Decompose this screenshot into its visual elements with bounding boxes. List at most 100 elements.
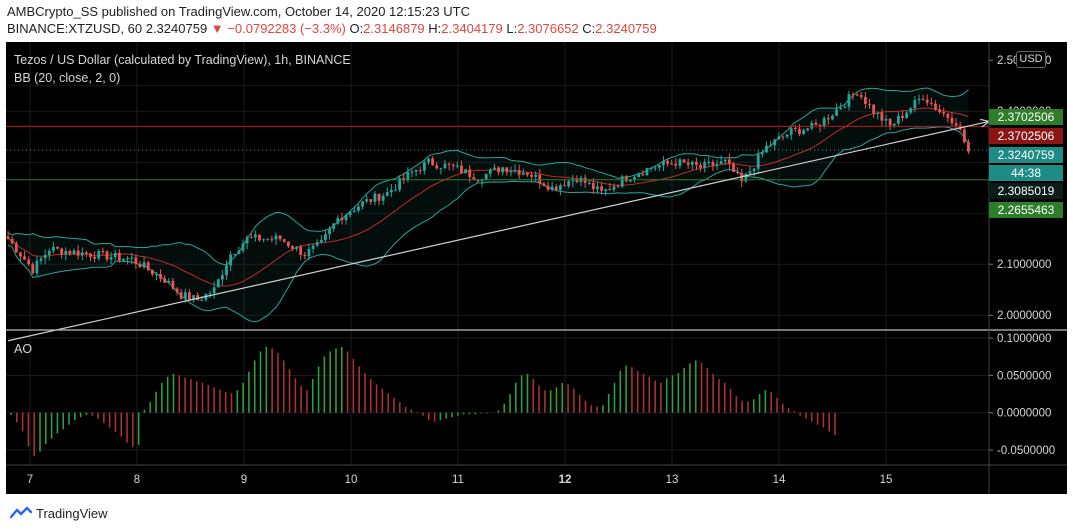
candle-body: [550, 186, 554, 190]
candle-body: [843, 106, 847, 108]
candle-body: [781, 136, 785, 138]
candle-body: [352, 210, 356, 212]
candle-body: [925, 99, 929, 103]
candle-body: [23, 256, 26, 260]
candle-body: [864, 96, 867, 104]
candle-body: [47, 250, 51, 255]
currency-button[interactable]: USD: [1016, 51, 1046, 68]
open-value: 2.3146879: [363, 21, 425, 36]
high-value: 2.3404179: [441, 21, 503, 36]
candle-body: [884, 118, 888, 121]
candle-body: [122, 258, 125, 261]
candle-body: [488, 169, 492, 174]
candle-body: [575, 180, 579, 183]
candle-body: [851, 94, 855, 96]
candle-body: [10, 238, 14, 244]
candle-body: [101, 251, 105, 253]
chart-frame[interactable]: 2.50000002.40000002.10000002.00000000.10…: [6, 42, 1067, 494]
candle-body: [196, 295, 200, 301]
candle-body: [245, 237, 249, 244]
candle-body: [19, 252, 22, 257]
candle-body: [521, 172, 525, 175]
candle-body: [357, 206, 360, 211]
candle-body: [84, 252, 88, 254]
candle-body: [447, 163, 451, 165]
candle-body: [361, 201, 364, 207]
candle-body: [389, 189, 393, 193]
candle-body: [406, 172, 410, 180]
candle-body: [517, 169, 521, 175]
tradingview-logo-icon: [10, 506, 32, 519]
candle-body: [369, 199, 373, 202]
last-price: 2.3240759: [145, 21, 208, 36]
candle-body: [649, 167, 653, 169]
candle-body: [909, 108, 913, 113]
candle-body: [542, 183, 546, 186]
tag-red-level: 2.3702506: [989, 128, 1063, 144]
candle-body: [35, 260, 39, 274]
bb-legend: BB (20, close, 2, 0): [14, 71, 121, 85]
symbol: BINANCE:XTZUSD, 60: [7, 21, 143, 36]
high-label: H:: [428, 21, 442, 36]
candle-body: [530, 174, 533, 177]
candle-body: [493, 167, 496, 170]
candle-body: [117, 252, 121, 261]
horizontal-levels: [6, 125, 989, 181]
candle-body: [183, 292, 187, 299]
candle-body: [258, 234, 261, 241]
candle-body: [707, 162, 711, 164]
trendline-line: [7, 120, 990, 342]
candle-body: [270, 238, 274, 240]
candle-body: [773, 139, 777, 146]
candle-body: [262, 239, 266, 241]
candle-body: [311, 245, 315, 250]
candle-body: [501, 167, 505, 173]
time-tick-label: 10: [345, 474, 358, 486]
price-tick-label: 2.1000000: [997, 259, 1051, 271]
candle-body: [509, 171, 513, 173]
candle-body: [727, 159, 731, 164]
publish-info: AMBCrypto_SS published on TradingView.co…: [7, 4, 470, 19]
tag-lower-green: 2.2655463: [989, 202, 1063, 218]
candle-body: [934, 103, 937, 110]
candle-body: [93, 257, 97, 259]
candle-body: [377, 193, 381, 201]
candle-body: [249, 237, 253, 239]
candle-body: [126, 258, 129, 260]
candle-body: [690, 161, 694, 165]
candle-body: [946, 113, 950, 118]
ao-tick-label: 0.0500000: [997, 370, 1051, 382]
candle-body: [167, 280, 171, 283]
candle-body: [398, 178, 402, 190]
candle-body: [880, 112, 884, 121]
close-value: 2.3240759: [595, 21, 657, 36]
candle-body: [303, 254, 307, 257]
chart-canvas[interactable]: 2.50000002.40000002.10000002.00000000.10…: [6, 42, 1067, 494]
candle-body: [608, 188, 612, 190]
candle-body: [831, 115, 834, 120]
candle-body: [711, 162, 715, 166]
candle-body: [497, 167, 500, 173]
candle-body: [921, 99, 925, 101]
candle-body: [225, 265, 228, 276]
candle-body: [451, 164, 455, 166]
candle-body: [744, 173, 748, 182]
candle-body: [723, 159, 727, 162]
candle-body: [674, 163, 678, 166]
candle-body: [810, 122, 814, 129]
footer[interactable]: TradingView: [10, 503, 108, 523]
candle-body: [760, 152, 764, 155]
candle-body: [208, 293, 212, 295]
price-tick-label: 2.0000000: [997, 310, 1051, 322]
candle-body: [402, 178, 406, 180]
candle-body: [657, 165, 661, 168]
candle-body: [212, 287, 216, 294]
time-tick-label: 11: [452, 474, 464, 486]
candle-body: [6, 236, 10, 239]
candle-body: [52, 246, 55, 251]
close-label: C:: [582, 21, 596, 36]
candle-body: [427, 158, 430, 163]
candle-body: [777, 136, 781, 140]
candle-body: [315, 242, 319, 246]
candle-body: [929, 102, 933, 104]
